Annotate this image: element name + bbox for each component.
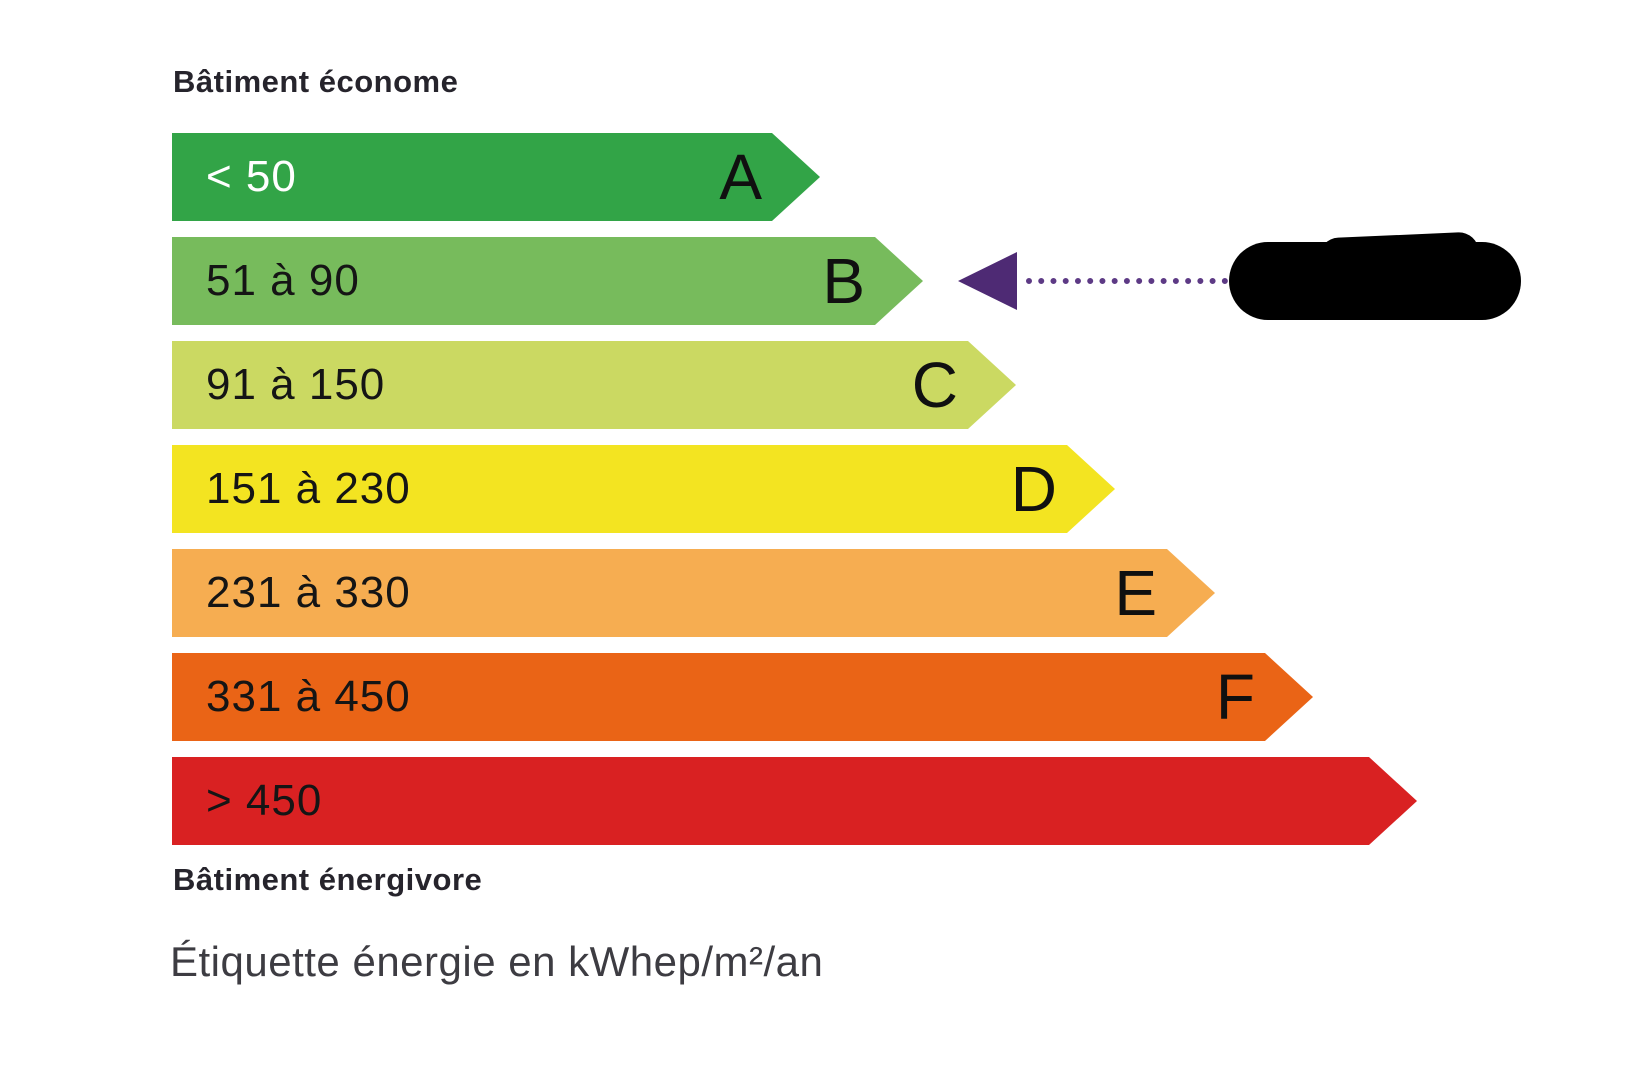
- energy-class-row-f: 331 à 450 F: [172, 653, 1633, 741]
- energy-class-row-a: < 50 A: [172, 133, 1633, 221]
- energy-class-row-b: 51 à 90 B: [172, 237, 1633, 325]
- energy-class-bar-f: 331 à 450 F: [172, 653, 1313, 741]
- energy-class-bar-e: 231 à 330 E: [172, 549, 1215, 637]
- energy-class-bar-g: > 450: [172, 757, 1417, 845]
- energy-range-label: 331 à 450: [206, 672, 411, 721]
- energy-class-letter: A: [719, 141, 762, 213]
- energy-class-row-c: 91 à 150 C: [172, 341, 1633, 429]
- energy-class-letter: C: [911, 349, 958, 421]
- energy-range-label: 151 à 230: [206, 464, 411, 513]
- energy-class-bar-a: < 50 A: [172, 133, 820, 221]
- energy-range-label: 231 à 330: [206, 568, 411, 617]
- energy-range-label: 91 à 150: [206, 360, 386, 409]
- energy-class-bar-c: 91 à 150 C: [172, 341, 1016, 429]
- energy-range-label: < 50: [206, 152, 297, 201]
- energy-range-label: 51 à 90: [206, 256, 360, 305]
- energy-range-label: > 450: [206, 776, 323, 825]
- energy-class-letter: B: [822, 245, 865, 317]
- energy-class-letter: D: [1010, 453, 1057, 525]
- energy-class-scale: < 50 A 51 à 90 B 91 à 150 C 151 à 230 D: [172, 133, 1633, 861]
- energy-class-row-e: 231 à 330 E: [172, 549, 1633, 637]
- energy-class-letter: E: [1114, 557, 1157, 629]
- economical-building-label: Bâtiment économe: [173, 64, 459, 99]
- energy-class-letter: F: [1215, 661, 1255, 733]
- energy-class-bar-b: 51 à 90 B: [172, 237, 923, 325]
- energy-intensive-building-label: Bâtiment énergivore: [173, 862, 483, 897]
- energy-label-caption: Étiquette énergie en kWhep/m²/an: [170, 938, 824, 985]
- energy-class-row-d: 151 à 230 D: [172, 445, 1633, 533]
- energy-class-bar-d: 151 à 230 D: [172, 445, 1115, 533]
- energy-class-row-g: > 450: [172, 757, 1633, 845]
